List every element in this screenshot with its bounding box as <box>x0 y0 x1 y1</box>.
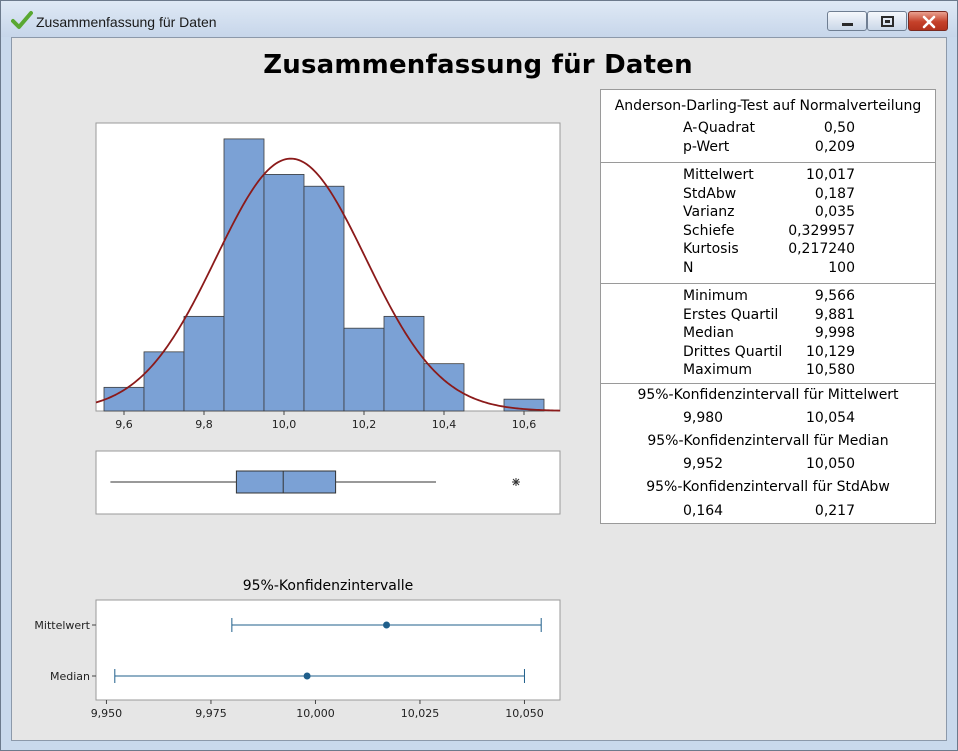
x-tick-label: 10,000 <box>296 707 335 720</box>
histogram-bar <box>223 138 265 412</box>
x-tick-label: 10,6 <box>512 418 537 431</box>
stat-label: Mittelwert <box>683 167 754 183</box>
ci-category-label: Median <box>50 670 90 683</box>
stat-label: Erstes Quartil <box>683 306 779 323</box>
stat-label: p-Wert <box>683 139 730 155</box>
ci-mean-high: 10,054 <box>806 410 855 426</box>
ci-x-axis: 9,950 9,975 10,000 10,025 10,050 <box>91 700 544 720</box>
histogram-bar <box>423 363 465 412</box>
histogram-bar <box>263 174 305 412</box>
close-button[interactable] <box>908 11 948 31</box>
stat-label: Median <box>683 325 734 341</box>
stat-value: 9,998 <box>814 325 855 341</box>
ci-mean-title: 95%-Konfidenzintervall für Mittelwert <box>637 387 899 403</box>
ci-estimate-point <box>303 672 311 680</box>
ci-sd-low: 0,164 <box>683 503 724 519</box>
minimize-button[interactable] <box>827 11 867 31</box>
ci-estimate-point <box>383 621 391 629</box>
page-title: Zusammenfassung für Daten <box>263 50 693 80</box>
ad-test-title: Anderson-Darling-Test auf Normalverteilu… <box>614 98 922 114</box>
summary-panel: Anderson-Darling-Test auf Normalverteilu… <box>600 89 936 524</box>
ci-category-label: Mittelwert <box>34 619 90 632</box>
x-tick-label: 9,6 <box>115 418 133 431</box>
stat-value: 10,580 <box>806 362 855 378</box>
histogram-bar <box>343 327 385 412</box>
ci-median-low: 9,952 <box>683 456 724 472</box>
stat-label: A-Quadrat <box>683 120 756 136</box>
histogram-bar <box>183 315 225 412</box>
ci-sd-high: 0,217 <box>814 503 855 519</box>
outlier-stroke <box>512 478 520 486</box>
stat-label: Minimum <box>683 288 748 304</box>
x-tick-label: 10,4 <box>432 418 457 431</box>
check-icon <box>11 11 33 29</box>
x-tick-label: 10,050 <box>505 707 544 720</box>
stat-value: 100 <box>828 260 855 276</box>
stat-value: 9,566 <box>814 288 855 304</box>
x-tick-label: 10,0 <box>272 418 297 431</box>
histogram-x-axis: 9,6 9,8 10,0 10,2 10,4 10,6 <box>115 411 536 431</box>
separator <box>601 162 935 163</box>
separator <box>601 283 935 284</box>
ci-sd-title: 95%-Konfidenzintervall für StdAbw <box>646 479 890 495</box>
iqr-box <box>235 470 337 494</box>
maximize-button[interactable] <box>867 11 907 31</box>
boxplot <box>110 470 520 494</box>
stat-value: 10,129 <box>806 343 855 360</box>
normal-fit-curve <box>95 157 561 412</box>
maximize-icon <box>881 16 894 27</box>
ci-mean-low: 9,980 <box>683 410 724 426</box>
histogram <box>103 138 545 412</box>
ci-median-high: 10,050 <box>806 456 855 472</box>
stat-value: 0,329957 <box>788 222 855 239</box>
x-tick-label: 10,2 <box>352 418 377 431</box>
x-tick-label: 9,8 <box>195 418 213 431</box>
stat-value: 0,50 <box>823 120 855 136</box>
stat-label: Varianz <box>683 204 735 221</box>
stat-value: 9,881 <box>814 306 855 323</box>
histogram-bar <box>143 351 185 412</box>
stat-value: 0,209 <box>814 139 855 155</box>
stat-value: 0,217240 <box>788 241 855 258</box>
x-tick-label: 10,025 <box>401 707 440 720</box>
stat-label: Maximum <box>683 362 752 378</box>
x-tick-label: 9,950 <box>91 707 123 720</box>
stat-value: 0,187 <box>814 185 855 202</box>
stat-value: 0,035 <box>814 204 855 221</box>
ci-median-title: 95%-Konfidenzintervall für Median <box>647 433 889 449</box>
stat-value: 10,017 <box>806 167 855 183</box>
stat-label: StdAbw <box>683 185 737 202</box>
histogram-bar <box>303 185 345 412</box>
ci-intervals: Mittelwert Median <box>34 618 542 683</box>
stat-label: Kurtosis <box>683 241 739 258</box>
stat-label: Schiefe <box>683 222 735 239</box>
ci-frame <box>95 599 561 701</box>
close-icon <box>922 15 936 29</box>
title-bar[interactable]: Zusammenfassung für Daten <box>1 1 957 37</box>
outlier-marker <box>512 478 520 486</box>
x-tick-label: 9,975 <box>195 707 227 720</box>
window-title: Zusammenfassung für Daten <box>36 14 217 30</box>
separator <box>601 383 935 384</box>
stat-label: N <box>683 260 694 276</box>
stat-label: Drittes Quartil <box>683 343 783 360</box>
minimize-icon <box>842 23 853 26</box>
ci-chart-title: 95%-Konfidenzintervalle <box>243 578 414 594</box>
